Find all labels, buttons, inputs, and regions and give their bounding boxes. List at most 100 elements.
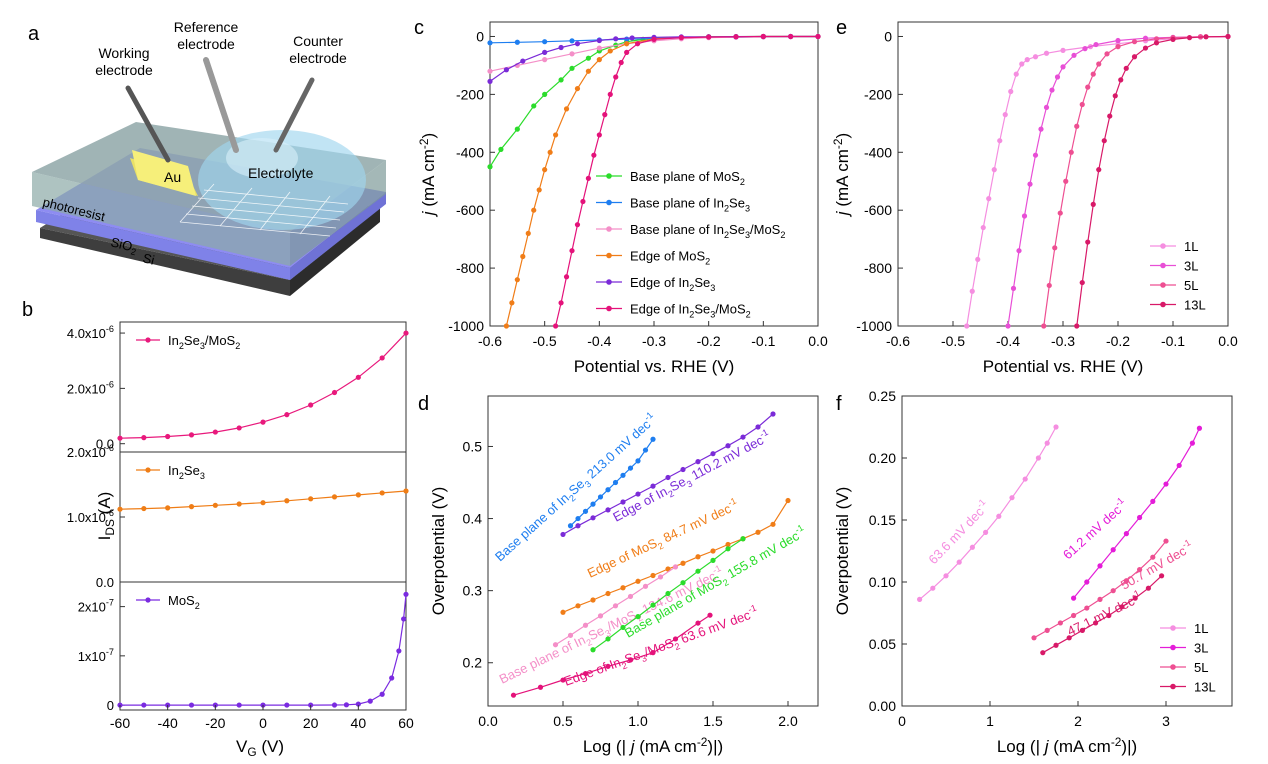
panel-b-ytick-label: 1x10-7: [78, 647, 114, 664]
panel-c-series-6-line: [555, 35, 818, 327]
panel-c-chart: -0.6 -0.5 -0.4 -0.3 -0.2 -0.1 0.0 -1000 -800 -600…: [417, 21, 828, 376]
panel-c-xtick-label: -0.3: [642, 333, 666, 349]
panel-b-series-1-point: [284, 412, 290, 418]
reference-electrode-probe: [203, 57, 239, 153]
panel-e-series-4-point: [1203, 34, 1209, 40]
panel-b-series-2-point: [117, 506, 123, 512]
panel-c-series-4-point: [547, 149, 553, 155]
panel-e-series-2-point: [1043, 104, 1050, 111]
panel-e-ytick-label: -800: [864, 260, 892, 276]
panel-d-series-3-point: [710, 548, 716, 554]
panel-b-ytick-label: 4.0x10-6: [67, 324, 114, 341]
panel-d-series-3-point: [695, 554, 701, 560]
panel-b-xtick-label: -60: [110, 715, 130, 731]
panel-b-series-1-point: [355, 374, 361, 380]
panel-e-series-1-point: [1024, 57, 1030, 63]
panel-c-series-1-point: [514, 126, 520, 132]
panel-c-series-4-point: [503, 323, 509, 329]
panel-b-series-3-point: [188, 702, 195, 708]
panel-b-ytick-label: 2.0x10-6: [67, 443, 114, 460]
panel-e-series-1-point: [991, 167, 997, 173]
panel-b-series-3-point: [343, 702, 350, 708]
panel-d-series-5-point: [605, 636, 611, 642]
panel-d-series-6-point: [560, 677, 566, 683]
panel-f-series-4-point: [1040, 650, 1046, 656]
panel-c-series-2-point: [542, 39, 548, 45]
panel-e-series-4-point: [1170, 36, 1176, 42]
panel-f-ylabel: Overpotential (V): [833, 487, 852, 616]
panel-e-series-3-point: [1096, 61, 1102, 67]
panel-d-series-6-point: [510, 692, 517, 698]
panel-f-legend-marker: [1170, 625, 1176, 631]
panel-d-series-3-point: [665, 566, 671, 572]
panel-f-chart: 0 1 2 3 0.00 0.05 0.10 0.15 0.20 0.25 63.6 mV dec-…: [833, 388, 1233, 756]
panel-e-series-1-point: [997, 138, 1003, 144]
panel-f-ytick-label: 0.15: [869, 512, 896, 528]
panel-c-series-5-point: [596, 37, 602, 44]
panel-f-xtick-label: 2: [1074, 713, 1082, 729]
panel-c-series-1-point: [558, 77, 564, 83]
panel-letter-d: d: [418, 393, 429, 415]
panel-f-series-1-point: [1009, 495, 1015, 501]
panel-f-xtick-label: 1: [986, 713, 994, 729]
panel-c-legend-marker: [606, 305, 612, 312]
panel-c-series-6-point: [574, 222, 581, 228]
panel-d-series-5-point: [590, 647, 596, 653]
panel-b-series-1-point: [212, 429, 218, 435]
panel-c-legend-label: Base plane of In2Se3: [630, 196, 750, 214]
panel-d-series-2-point: [740, 434, 746, 440]
si-label: Si: [141, 250, 156, 267]
panel-c-series-5-point: [520, 58, 526, 64]
panel-c-series-3-point: [569, 51, 575, 57]
panel-f-ytick-label: 0.20: [869, 450, 896, 466]
panel-e-series-3-point: [1090, 71, 1096, 77]
panel-e-series-4-point: [1142, 45, 1149, 51]
panel-e-series-3-point: [1131, 39, 1138, 45]
panel-d-series-5-point: [635, 614, 641, 620]
panel-d-series-4-point: [582, 622, 589, 628]
panel-c-series-4-point: [596, 57, 602, 63]
panel-c-legend-label: Base plane of In2Se3/MoS2: [630, 222, 785, 240]
panel-e-ylabel: j (mA cm-2): [831, 133, 852, 217]
panel-f-series-1-point: [1035, 455, 1041, 461]
panel-f-series-2-point: [1189, 440, 1195, 446]
panel-d-series-6-point: [537, 684, 544, 690]
panel-d-series-3-point: [770, 521, 776, 527]
panel-f-series-2-point: [1150, 498, 1156, 504]
panel-e-ytick-label: 0: [884, 28, 892, 44]
panel-b-series-2-point: [141, 505, 147, 512]
panel-c-series-2-point: [569, 38, 575, 44]
panel-e-series-4-line: [1076, 35, 1229, 327]
panel-d-series-1-point: [635, 458, 641, 464]
panel-f-series-3-point: [1150, 554, 1156, 560]
panel-f-legend-label: 3L: [1194, 641, 1208, 656]
panel-f-series-3-point: [1110, 588, 1116, 594]
panel-e-series-2-point: [1032, 152, 1039, 158]
panel-f-xtick-label: 3: [1162, 713, 1170, 729]
panel-c-ytick-label: -600: [456, 202, 484, 218]
panel-e-series-4-point: [1131, 54, 1138, 60]
panel-c-series-1-point: [569, 65, 575, 71]
panel-f-series-1-point: [969, 544, 976, 550]
panel-d-series-6-line: [513, 614, 711, 696]
panel-d-series-2-point: [620, 499, 626, 505]
panel-e-series-1-point: [1013, 71, 1019, 77]
panel-c-series-4-point: [624, 41, 630, 47]
panel-b-series-1-point: [308, 402, 314, 408]
counter-electrode-probe: [273, 77, 315, 153]
panel-e-series-2-point: [1038, 126, 1044, 132]
panel-c-series-5-point: [613, 36, 619, 42]
panel-e-series-2-point: [1093, 41, 1099, 48]
panel-b-series-2-point: [403, 488, 409, 494]
panel-e-series-4-point: [1123, 65, 1129, 71]
panel-b-xtick-label: 20: [303, 715, 319, 731]
panel-c-series-4-point: [585, 68, 592, 74]
au-label: Au: [164, 169, 181, 185]
panel-f-ytick-label: 0.10: [869, 574, 896, 590]
panel-b-xtick-label: -40: [158, 715, 178, 731]
panel-e-series-3-point: [1115, 44, 1121, 50]
panel-d-series-6-point: [627, 657, 634, 663]
panel-c-series-5-point: [503, 67, 509, 73]
panel-f-series-2-point: [1137, 514, 1143, 521]
